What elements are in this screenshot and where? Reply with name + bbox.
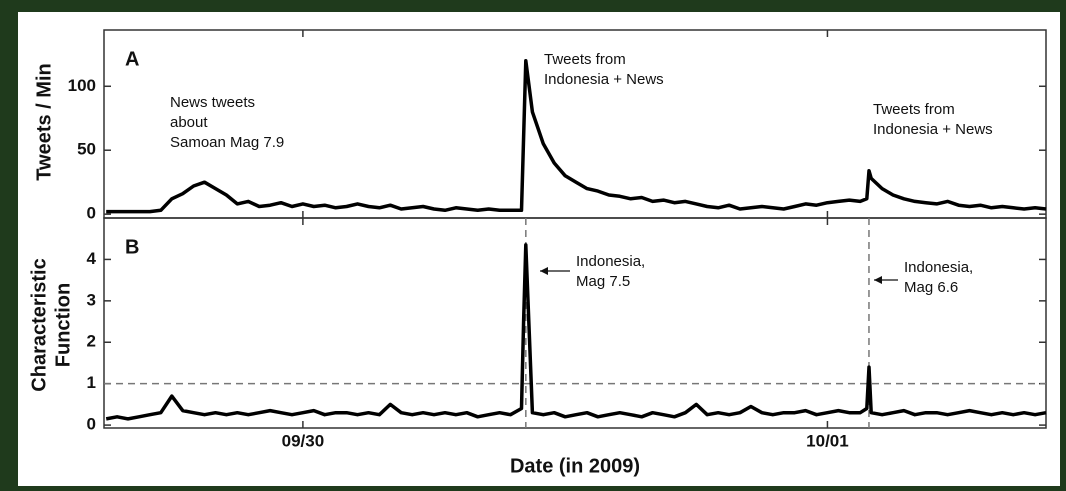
annotation: Indonesia, bbox=[576, 253, 645, 270]
y-tick-label: 50 bbox=[77, 140, 96, 159]
panel-label: A bbox=[125, 48, 139, 70]
y-axis-label: Function bbox=[52, 283, 74, 367]
y-axis-label: Characteristic bbox=[28, 258, 50, 391]
page: Date (in 2009) 0 50 100 A Tweets / Min News t… bbox=[0, 0, 1066, 491]
annotation: Samoan Mag 7.9 bbox=[170, 134, 284, 151]
annotation: Indonesia, bbox=[904, 259, 973, 276]
y-tick-label: 0 bbox=[87, 415, 96, 434]
y-tick-label: 4 bbox=[87, 249, 97, 268]
y-tick-label: 3 bbox=[87, 290, 96, 309]
figure: Date (in 2009) 0 50 100 A Tweets / Min News t… bbox=[0, 0, 1066, 491]
y-tick-label: 100 bbox=[68, 76, 96, 95]
x-tick-label: 10/01 bbox=[806, 431, 849, 450]
annotation: Mag 6.6 bbox=[904, 279, 958, 296]
x-axis-label: Date (in 2009) bbox=[510, 455, 640, 477]
y-tick-label: 2 bbox=[87, 332, 96, 351]
y-axis-label: Tweets / Min bbox=[33, 63, 55, 180]
annotation: Tweets from bbox=[544, 51, 626, 68]
y-tick-label: 1 bbox=[87, 373, 96, 392]
annotation: about bbox=[170, 114, 208, 131]
annotation: Indonesia + News bbox=[544, 71, 664, 88]
x-tick-label: 09/30 bbox=[282, 431, 325, 450]
panel-label: B bbox=[125, 236, 139, 258]
y-tick-label: 0 bbox=[87, 204, 96, 223]
annotation: News tweets bbox=[170, 94, 255, 111]
annotation: Tweets from bbox=[873, 101, 955, 118]
annotation: Mag 7.5 bbox=[576, 273, 630, 290]
annotation: Indonesia + News bbox=[873, 121, 993, 138]
